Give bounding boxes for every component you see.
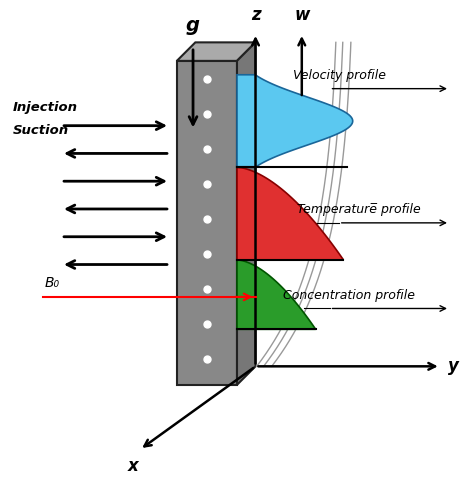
Text: Velocity profile: Velocity profile (292, 68, 385, 82)
Polygon shape (237, 167, 344, 260)
Polygon shape (237, 42, 255, 385)
Text: B₀: B₀ (45, 276, 60, 290)
Text: Injection: Injection (12, 101, 78, 114)
Text: Suction: Suction (12, 124, 69, 137)
Text: g: g (186, 16, 200, 35)
Text: x: x (128, 456, 138, 475)
Polygon shape (237, 260, 316, 329)
Text: w: w (294, 6, 310, 24)
Polygon shape (177, 42, 255, 61)
Text: Concentration profile: Concentration profile (283, 288, 415, 302)
Polygon shape (237, 75, 353, 167)
Text: y: y (447, 357, 458, 376)
Text: z: z (251, 6, 260, 24)
Text: Temperature̅ profile: Temperature̅ profile (297, 203, 421, 216)
Polygon shape (177, 61, 237, 385)
